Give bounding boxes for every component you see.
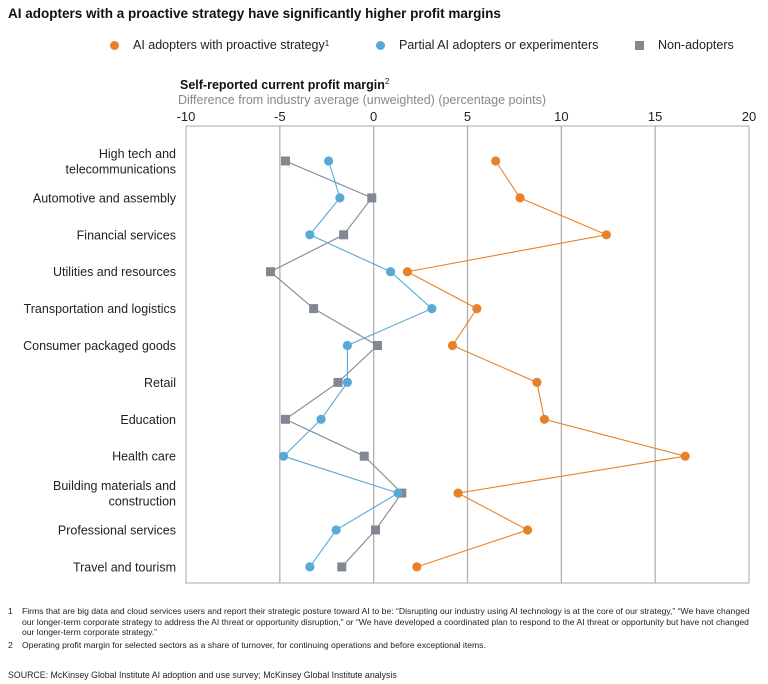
data-point-partial bbox=[335, 193, 345, 203]
data-point-non bbox=[280, 156, 290, 166]
x-tick-label: 15 bbox=[648, 109, 662, 124]
legend-marker-non bbox=[635, 40, 644, 50]
footnote-number: 2 bbox=[8, 639, 13, 650]
footnote-text: Firms that are big data and cloud servic… bbox=[22, 606, 750, 637]
x-tick-label: 10 bbox=[554, 109, 568, 124]
data-point-partial bbox=[324, 156, 334, 166]
x-tick-label: -10 bbox=[177, 109, 196, 124]
data-point-non bbox=[367, 193, 377, 203]
x-tick-label: -5 bbox=[274, 109, 286, 124]
data-point-proactive bbox=[539, 414, 550, 424]
category-label: Building materials and construction bbox=[53, 479, 176, 509]
category-label: Retail bbox=[144, 376, 176, 390]
category-label: Consumer packaged goods bbox=[23, 339, 176, 353]
data-point-partial bbox=[331, 525, 341, 535]
chart-title: AI adopters with a proactive strategy ha… bbox=[8, 6, 501, 21]
category-label: Automotive and assembly bbox=[33, 191, 177, 205]
x-tick-label: 0 bbox=[370, 109, 377, 124]
data-point-partial bbox=[393, 488, 403, 498]
legend-footnote-ref: 1 bbox=[324, 38, 330, 48]
data-point-non bbox=[359, 451, 369, 461]
data-point-proactive bbox=[472, 304, 482, 314]
footnote-number: 1 bbox=[8, 606, 13, 616]
dot-plot-chart: -10 -5 0 5 10 15 20 High tech and telecommunicat… bbox=[23, 109, 756, 584]
category-label: Transportation and logistics bbox=[24, 302, 176, 316]
data-point-proactive bbox=[515, 193, 525, 203]
x-tick-label: 20 bbox=[742, 109, 756, 124]
category-label-line: High tech and bbox=[99, 147, 176, 161]
data-point-partial bbox=[316, 414, 326, 424]
data-point-proactive bbox=[522, 525, 533, 535]
data-point-proactive bbox=[601, 230, 611, 240]
series-line-proactive bbox=[405, 160, 686, 568]
data-point-non bbox=[309, 304, 319, 314]
data-point-partial bbox=[342, 340, 352, 351]
footnote-2: 2 Operating profit margin for selected s… bbox=[8, 640, 763, 651]
data-point-proactive bbox=[532, 377, 542, 387]
footnote-1: 1 Firms that are big data and cloud serv… bbox=[8, 606, 763, 638]
chart-subtitle-text: Self-reported current profit margin bbox=[180, 78, 385, 92]
category-label: Professional services bbox=[58, 524, 176, 538]
category-label: High tech and telecommunications bbox=[66, 147, 177, 177]
footnote-text: Operating profit margin for selected sec… bbox=[22, 639, 486, 650]
category-label: Financial services bbox=[77, 228, 176, 242]
chart-subtitle: Self-reported current profit margin2 bbox=[180, 77, 390, 92]
data-point-non bbox=[333, 377, 343, 387]
data-point-partial bbox=[385, 267, 396, 277]
category-label: Education bbox=[120, 413, 176, 427]
data-point-non bbox=[280, 414, 290, 424]
legend-item-partial: Partial AI adopters or experimenters bbox=[376, 38, 598, 52]
data-point-non bbox=[339, 230, 349, 240]
data-point-proactive bbox=[447, 340, 458, 351]
data-point-non bbox=[371, 525, 381, 535]
category-label-line: Building materials and bbox=[53, 479, 176, 493]
legend-marker-proactive bbox=[110, 40, 119, 50]
data-point-partial bbox=[305, 230, 315, 240]
data-point-proactive bbox=[412, 562, 422, 572]
data-point-proactive bbox=[491, 156, 501, 166]
category-label: Utilities and resources bbox=[53, 265, 176, 279]
data-point-non bbox=[337, 562, 347, 572]
legend-item-non: Non-adopters bbox=[635, 38, 734, 52]
data-point-partial bbox=[342, 377, 352, 387]
legend-label-partial: Partial AI adopters or experimenters bbox=[399, 38, 599, 52]
series-line-non bbox=[269, 160, 403, 568]
data-point-non bbox=[372, 341, 382, 350]
data-point-proactive bbox=[680, 451, 690, 461]
series-line-partial bbox=[282, 160, 433, 568]
source-note: SOURCE: McKinsey Global Institute AI ado… bbox=[8, 670, 397, 680]
data-point-proactive bbox=[402, 267, 413, 277]
data-point-partial bbox=[305, 562, 315, 572]
category-label-line: construction bbox=[109, 495, 176, 509]
category-label-line: telecommunications bbox=[66, 163, 176, 177]
category-label: Health care bbox=[112, 450, 176, 464]
chart-axis-description: Difference from industry average (unweig… bbox=[178, 93, 547, 107]
legend-label-proactive: AI adopters with proactive strategy bbox=[133, 38, 325, 52]
category-label: Travel and tourism bbox=[73, 560, 176, 574]
chart-legend: AI adopters with proactive strategy 1 Par… bbox=[110, 38, 760, 58]
data-point-partial bbox=[278, 451, 289, 461]
x-tick-label: 5 bbox=[464, 109, 471, 124]
data-point-partial bbox=[427, 304, 437, 314]
legend-item-proactive: AI adopters with proactive strategy 1 bbox=[110, 38, 329, 52]
footnotes: 1 Firms that are big data and cloud serv… bbox=[8, 606, 763, 652]
data-point-non bbox=[265, 267, 275, 277]
legend-label-non: Non-adopters bbox=[658, 38, 734, 52]
data-point-proactive bbox=[453, 488, 463, 498]
legend-marker-partial bbox=[376, 40, 385, 50]
subtitle-footnote-ref: 2 bbox=[384, 77, 390, 86]
